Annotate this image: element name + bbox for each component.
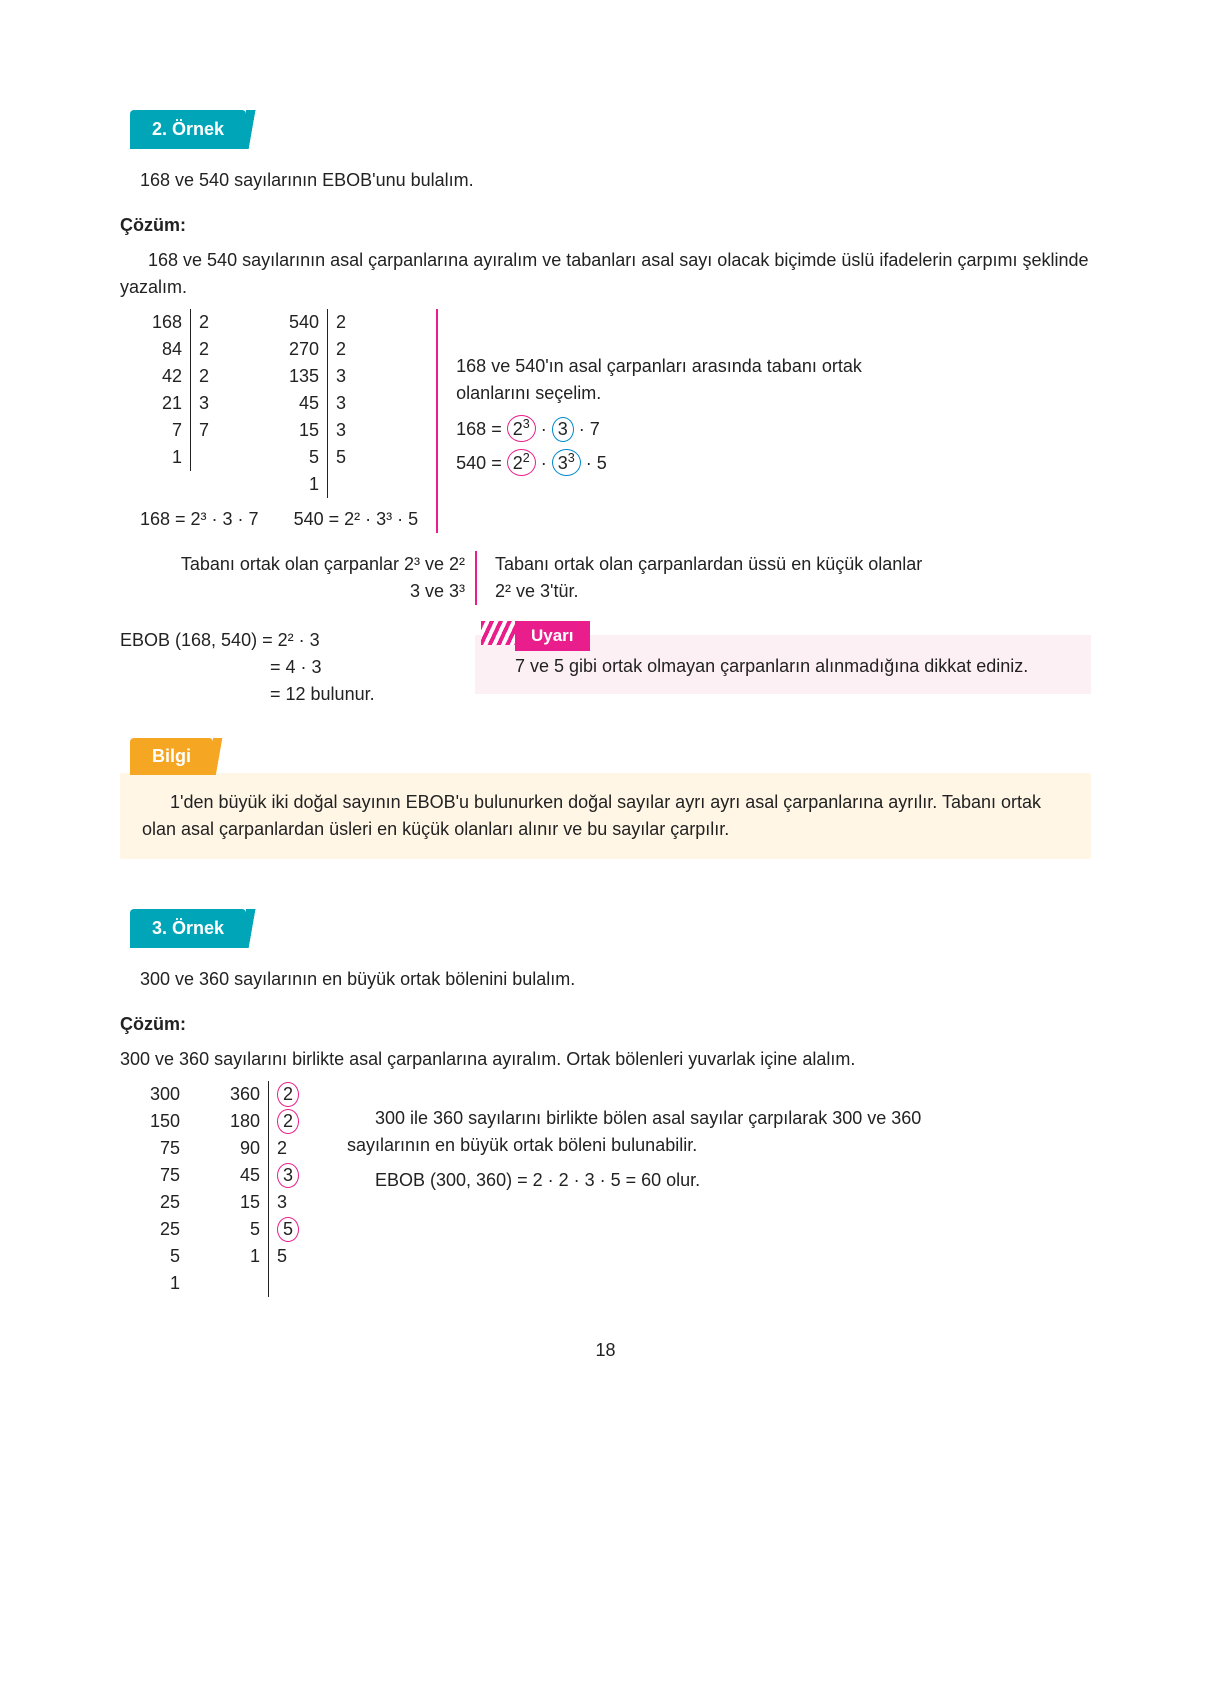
example-3-tab: 3. Örnek <box>130 909 246 948</box>
info-tab: Bilgi <box>130 738 213 775</box>
example-2: 2. Örnek 168 ve 540 sayılarının EBOB'unu… <box>120 110 1091 708</box>
warning-tab: Uyarı <box>515 621 590 651</box>
ex3-explain: 300 ile 360 sayılarını birlikte bölen as… <box>347 1105 947 1159</box>
ex3-ebob: EBOB (300, 360) = 2 · 2 · 3 · 5 = 60 olu… <box>375 1167 947 1194</box>
page-number: 18 <box>120 1337 1091 1364</box>
select-common-text: 168 ve 540'ın asal çarpanları arasında t… <box>456 353 896 407</box>
warning-text: 7 ve 5 gibi ortak olmayan çarpanların al… <box>493 653 1073 680</box>
factor-540: 540227021353453153551 <box>277 309 364 498</box>
ebob-calc: EBOB (168, 540) = 2² · 3 = 4 · 3 = 12 bu… <box>120 627 475 708</box>
info-block: Bilgi 1'den büyük iki doğal sayının EBOB… <box>120 738 1091 859</box>
warning-stripes-icon <box>481 621 515 645</box>
eq-540-circled: 540 = 22 · 33 · 5 <box>456 449 896 477</box>
example-2-tab: 2. Örnek <box>130 110 246 149</box>
solution-label: Çözüm: <box>120 212 1091 239</box>
info-box: 1'den büyük iki doğal sayının EBOB'u bul… <box>120 773 1091 859</box>
common-base-right: Tabanı ortak olan çarpanlardan üssü en k… <box>495 551 935 605</box>
eq-168-540: 168 = 2³ · 3 · 7 540 = 2² · 3³ · 5 <box>140 506 418 533</box>
solution-intro: 168 ve 540 sayılarının asal çarpanlarına… <box>120 247 1091 301</box>
example-3: 3. Örnek 300 ve 360 sayılarının en büyük… <box>120 909 1091 1297</box>
eq-168-circled: 168 = 23 · 3 · 7 <box>456 415 896 443</box>
warning-box: Uyarı 7 ve 5 gibi ortak olmayan çarpanla… <box>475 635 1091 694</box>
common-base-left: Tabanı ortak olan çarpanlar 2³ ve 2² 3 v… <box>120 551 477 605</box>
factor-300-360: 3003602150180275902754532515325555151 <box>120 1081 307 1297</box>
factor-168: 1682842422213771 <box>140 309 227 471</box>
example-3-intro: 300 ve 360 sayılarının en büyük ortak bö… <box>140 966 1091 993</box>
solution-label-3: Çözüm: <box>120 1011 1091 1038</box>
solution-intro-3: 300 ve 360 sayılarını birlikte asal çarp… <box>120 1046 1091 1073</box>
example-2-intro: 168 ve 540 sayılarının EBOB'unu bulalım. <box>140 167 1091 194</box>
factorization-block: 1682842422213771 540227021353453153551 1… <box>120 309 1091 533</box>
